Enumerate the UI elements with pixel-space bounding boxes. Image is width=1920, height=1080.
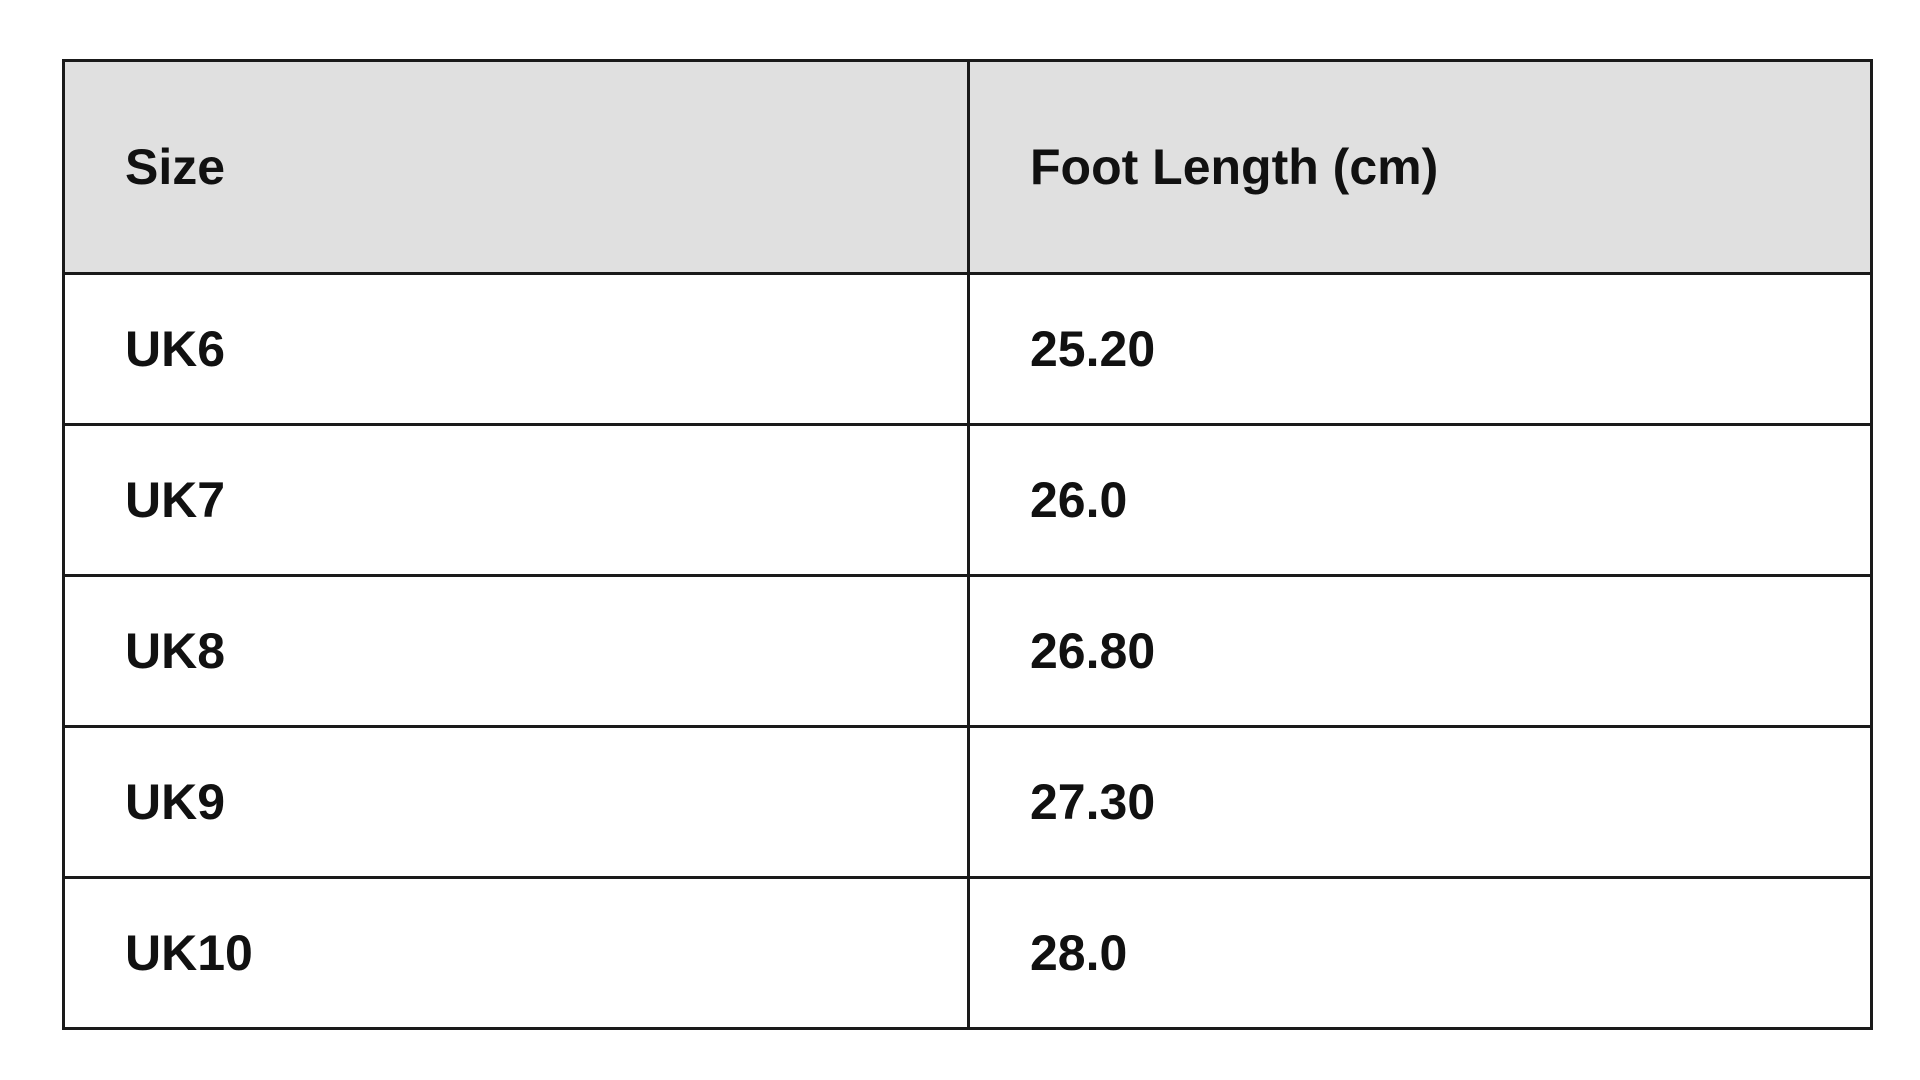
table-cell: 27.30 [967,725,1873,879]
header-cell: Foot Length (cm) [967,59,1873,275]
table-cell: 26.0 [967,423,1873,577]
table-row: UK6 25.20 [62,272,1873,426]
table-cell: 25.20 [967,272,1873,426]
table-cell: UK7 [62,423,970,577]
table-cell: UK8 [62,574,970,728]
table-row: UK9 27.30 [62,725,1873,879]
header-cell: Size [62,59,970,275]
header-row: Size Foot Length (cm) [62,59,1873,275]
table-row: UK7 26.0 [62,423,1873,577]
table-cell: UK9 [62,725,970,879]
table-body: UK6 25.20 UK7 26.0 UK8 26.80 UK9 27.30 UK10 28.0 [62,272,1873,1030]
table-cell: UK6 [62,272,970,426]
table-cell: UK10 [62,876,970,1030]
table-row: UK10 28.0 [62,876,1873,1030]
table-header: Size Foot Length (cm) [62,59,1873,275]
table-cell: 26.80 [967,574,1873,728]
table-cell: 28.0 [967,876,1873,1030]
size-table: Size Foot Length (cm) UK6 25.20 UK7 26.0 UK8 2… [62,59,1873,1030]
table-row: UK8 26.80 [62,574,1873,728]
